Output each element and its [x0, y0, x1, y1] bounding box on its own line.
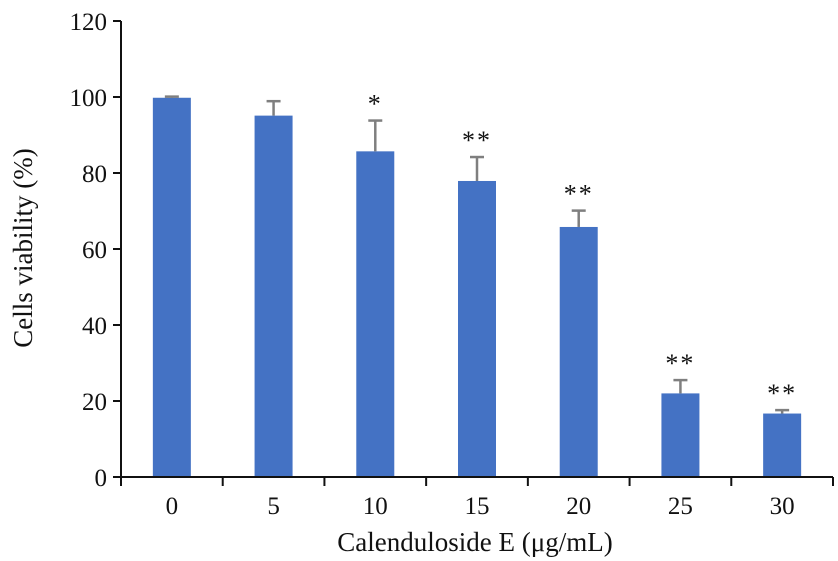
y-tick-label: 0 [95, 465, 108, 492]
x-tick-label: 15 [465, 493, 490, 520]
x-tick-label: 5 [267, 493, 280, 520]
significance-marker: ** [564, 180, 594, 209]
y-tick-label: 100 [70, 85, 108, 112]
y-axis-label: Cells viability (%) [8, 148, 38, 347]
x-tick-label: 25 [668, 493, 693, 520]
significance-group: ********* [368, 90, 797, 409]
significance-marker: ** [462, 126, 492, 155]
significance-marker: ** [665, 349, 695, 378]
bar-15 [458, 180, 496, 478]
x-tick-label: 10 [363, 493, 388, 520]
bar-25 [661, 393, 700, 477]
y-tick-label: 60 [82, 237, 107, 264]
y-tick-label: 80 [82, 161, 107, 188]
y-axis-ticks: 0 20 40 60 80 100 120 [70, 9, 121, 492]
significance-marker: * [368, 90, 383, 119]
y-tick-label: 40 [82, 313, 107, 340]
error-bars-group [164, 95, 790, 414]
x-axis-ticks: 0 5 10 15 20 25 30 [120, 477, 834, 520]
x-tick-label: 30 [770, 493, 795, 520]
bar-20 [559, 226, 598, 477]
y-tick-label: 120 [70, 9, 108, 36]
y-tick-label: 20 [82, 389, 107, 416]
bar-5 [254, 115, 293, 478]
x-tick-label: 20 [566, 493, 591, 520]
significance-marker: ** [767, 379, 797, 408]
x-tick-label: 0 [166, 493, 179, 520]
bar-10 [356, 151, 395, 477]
bar-30 [763, 413, 802, 477]
x-axis-label: Calenduloside E (μg/mL) [337, 527, 612, 557]
bars-group [152, 97, 802, 478]
bar-0 [152, 97, 191, 477]
